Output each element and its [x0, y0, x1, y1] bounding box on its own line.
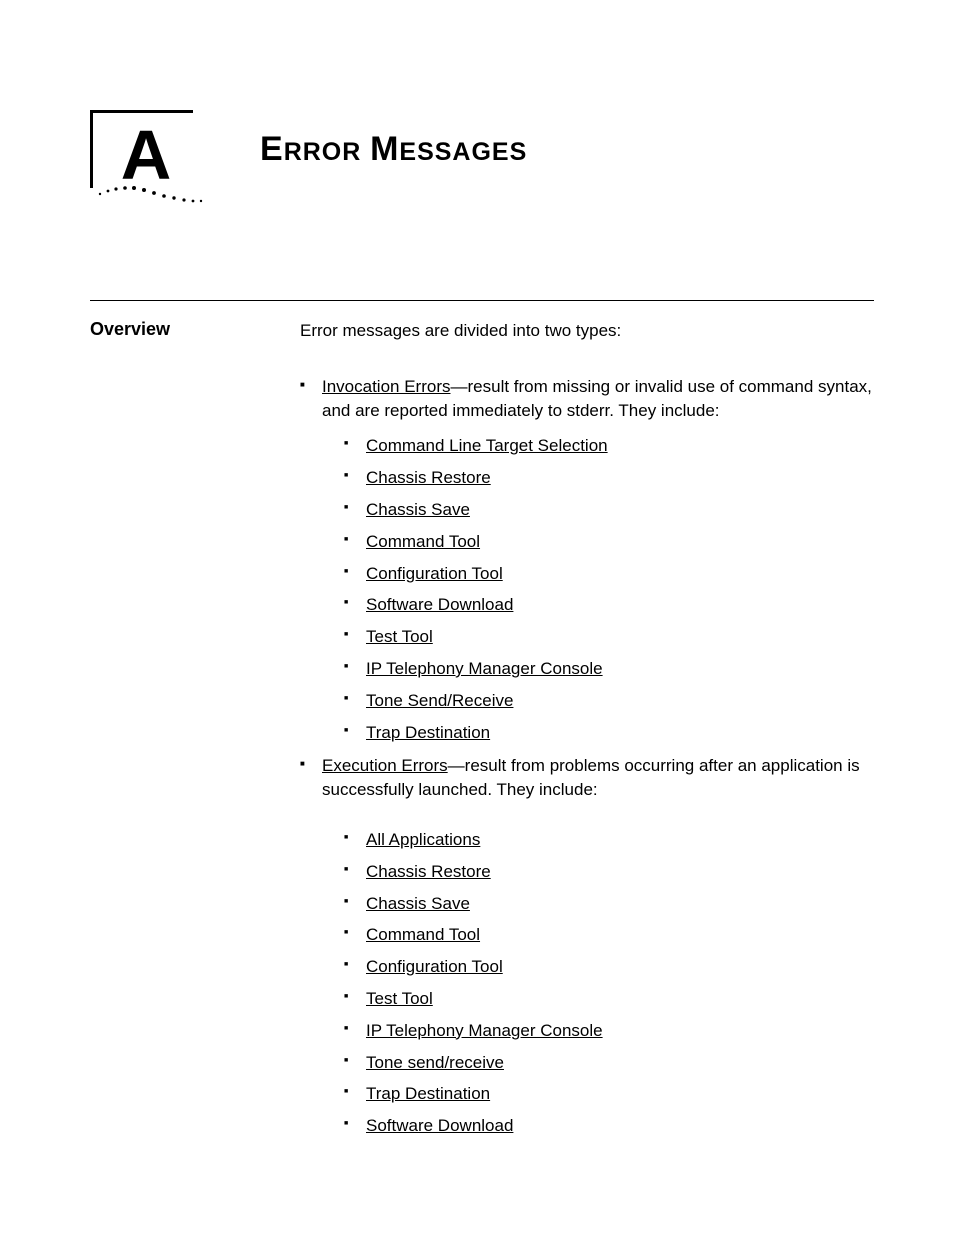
- appendix-letter-box: A: [90, 110, 193, 188]
- error-type-text: Invocation Errors—result from missing or…: [322, 375, 874, 423]
- error-subtype-item: Command Tool: [344, 923, 874, 947]
- error-subtype-item: Test Tool: [344, 987, 874, 1011]
- section-heading: Overview: [90, 319, 270, 340]
- error-subtype-link[interactable]: IP Telephony Manager Console: [366, 1021, 603, 1040]
- error-subtype-link[interactable]: Tone send/receive: [366, 1053, 504, 1072]
- error-subtype-item: Command Line Target Selection: [344, 434, 874, 458]
- error-subtype-item: Chassis Restore: [344, 466, 874, 490]
- error-type-item: Execution Errors—result from problems oc…: [300, 754, 874, 1138]
- error-subtype-link[interactable]: Command Line Target Selection: [366, 436, 608, 455]
- error-subtype-link[interactable]: Test Tool: [366, 989, 433, 1008]
- intro-paragraph: Error messages are divided into two type…: [300, 319, 874, 343]
- error-subtype-item: Tone send/receive: [344, 1051, 874, 1075]
- error-subtype-link[interactable]: Trap Destination: [366, 1084, 490, 1103]
- error-subtype-link[interactable]: Configuration Tool: [366, 564, 503, 583]
- error-subtype-item: Chassis Save: [344, 892, 874, 916]
- appendix-letter: A: [121, 120, 172, 190]
- error-subtype-item: Configuration Tool: [344, 562, 874, 586]
- error-type-link[interactable]: Invocation Errors: [322, 377, 451, 396]
- error-subtype-item: Chassis Save: [344, 498, 874, 522]
- error-subtype-link[interactable]: Command Tool: [366, 925, 480, 944]
- error-type-text: Execution Errors—result from problems oc…: [322, 754, 874, 802]
- error-subtype-item: Tone Send/Receive: [344, 689, 874, 713]
- appendix-badge: A: [90, 110, 210, 210]
- error-subtype-link[interactable]: Software Download: [366, 595, 513, 614]
- error-subtype-item: Test Tool: [344, 625, 874, 649]
- error-subtype-link[interactable]: IP Telephony Manager Console: [366, 659, 603, 678]
- error-subtype-item: Configuration Tool: [344, 955, 874, 979]
- error-subtype-link[interactable]: Test Tool: [366, 627, 433, 646]
- error-subtype-item: Chassis Restore: [344, 860, 874, 884]
- error-subtype-list: All Applications Chassis Restore Chassis S…: [344, 828, 874, 1138]
- document-page: A ERROR MESSAGES Overview Error mess: [0, 0, 954, 1228]
- error-type-item: Invocation Errors—result from missing or…: [300, 375, 874, 745]
- error-subtype-link[interactable]: Chassis Save: [366, 894, 470, 913]
- error-subtype-item: Software Download: [344, 593, 874, 617]
- body-column: Error messages are divided into two type…: [300, 319, 874, 1148]
- error-subtype-link[interactable]: Configuration Tool: [366, 957, 503, 976]
- error-subtype-link[interactable]: Chassis Restore: [366, 468, 491, 487]
- content-row: Overview Error messages are divided into…: [90, 319, 874, 1148]
- error-subtype-link[interactable]: Chassis Restore: [366, 862, 491, 881]
- error-type-list: Invocation Errors—result from missing or…: [300, 375, 874, 1138]
- page-header: A ERROR MESSAGES: [90, 110, 874, 210]
- error-subtype-link[interactable]: Command Tool: [366, 532, 480, 551]
- error-subtype-item: Software Download: [344, 1114, 874, 1138]
- error-subtype-link[interactable]: Software Download: [366, 1116, 513, 1135]
- page-title: ERROR MESSAGES: [260, 110, 527, 169]
- error-subtype-item: Trap Destination: [344, 721, 874, 745]
- error-subtype-link[interactable]: All Applications: [366, 830, 480, 849]
- error-subtype-item: All Applications: [344, 828, 874, 852]
- error-subtype-item: IP Telephony Manager Console: [344, 657, 874, 681]
- error-subtype-item: IP Telephony Manager Console: [344, 1019, 874, 1043]
- error-subtype-list: Command Line Target Selection Chassis Res…: [344, 434, 874, 744]
- error-subtype-link[interactable]: Trap Destination: [366, 723, 490, 742]
- error-subtype-link[interactable]: Tone Send/Receive: [366, 691, 513, 710]
- error-type-link[interactable]: Execution Errors: [322, 756, 448, 775]
- spacer: [322, 804, 874, 816]
- error-subtype-item: Trap Destination: [344, 1082, 874, 1106]
- error-subtype-link[interactable]: Chassis Save: [366, 500, 470, 519]
- error-subtype-item: Command Tool: [344, 530, 874, 554]
- section-divider: [90, 300, 874, 301]
